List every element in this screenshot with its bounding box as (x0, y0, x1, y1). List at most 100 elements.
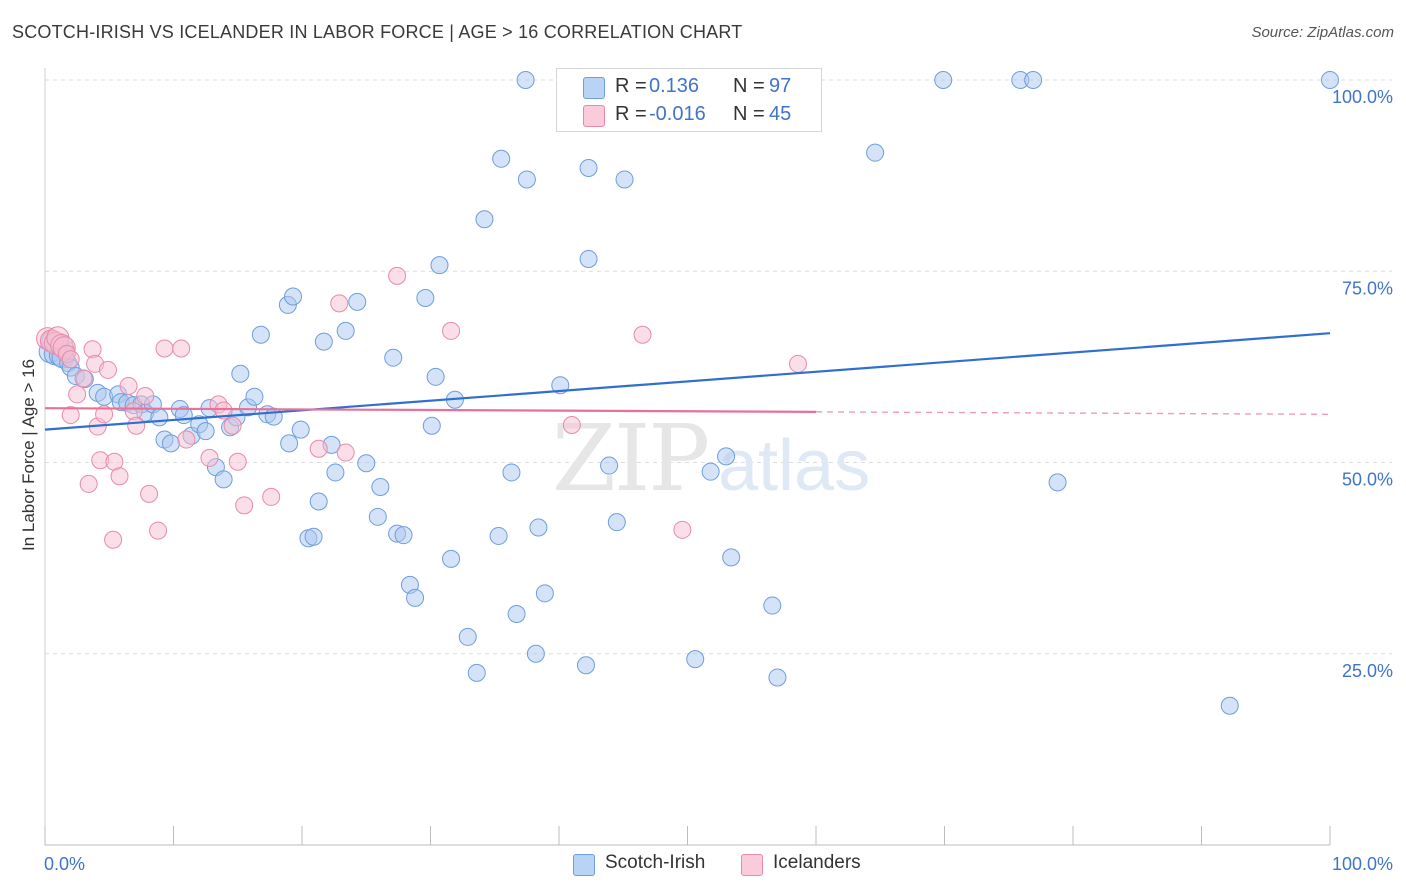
y-axis-label: In Labor Force | Age > 16 (19, 359, 38, 551)
scotch-irish-point (251, 325, 270, 344)
scotch-irish-point (607, 513, 626, 532)
scotch-irish-point (467, 663, 486, 682)
scotch-irish-point (516, 71, 535, 89)
scotch-irish-point (416, 289, 435, 308)
icelanders-point (149, 521, 168, 540)
scotch-irish-point (475, 210, 494, 229)
icelanders-point (155, 339, 174, 358)
series-icelanders-points (36, 266, 808, 549)
icelanders-point (388, 266, 407, 285)
icelanders-point (309, 439, 328, 458)
icelanders-point (262, 487, 281, 506)
scotch-irish-point (291, 420, 310, 439)
scotch-irish-point (1048, 473, 1067, 492)
scotch-irish-point (430, 256, 449, 275)
bottom-legend-label: Scotch-Irish (605, 852, 706, 873)
scotch-irish-point (406, 588, 425, 607)
icelanders-point (110, 467, 129, 486)
icelanders-point (223, 416, 242, 435)
icelanders-point (177, 430, 196, 449)
watermark-atlas: atlas (718, 426, 870, 506)
scotch-irish-point (507, 604, 526, 623)
legend-r-value: 0.136 (649, 75, 700, 97)
icelanders-point (74, 369, 93, 388)
scotch-irish-point (502, 463, 521, 482)
scotch-irish-point (196, 422, 215, 441)
scotch-irish-point (214, 470, 233, 489)
scotch-irish-point (517, 170, 536, 189)
icelanders-point (61, 350, 80, 369)
scotch-irish-point (600, 456, 619, 475)
scotch-irish-point (280, 434, 299, 453)
icelanders-point (228, 452, 247, 471)
y-tick-label: 100.0% (1332, 87, 1393, 107)
icelanders-point (172, 339, 191, 358)
scotch-irish-trend-line (44, 332, 1331, 431)
legend-n-label: N = (733, 75, 765, 97)
icelanders-point (68, 385, 87, 404)
series-scotch-irish-points (38, 71, 1339, 715)
icelanders-point (98, 360, 117, 379)
icelanders-point (119, 377, 138, 395)
icelanders-point (200, 448, 219, 467)
icelanders-point (673, 520, 692, 539)
y-tick-label: 75.0% (1342, 278, 1393, 298)
icelanders-point (127, 416, 146, 435)
icelanders-point (136, 386, 155, 405)
legend-n-value: 97 (769, 75, 792, 97)
scotch-irish-point (264, 407, 283, 426)
icelanders-point (235, 496, 254, 515)
scotch-irish-point (231, 364, 250, 383)
scotch-irish-point (768, 668, 787, 687)
scotch-irish-point (722, 548, 741, 567)
scotch-irish-point (314, 332, 333, 351)
scotch-irish-point (384, 348, 403, 367)
legend-swatch-pink (583, 105, 605, 127)
scotch-irish-point (492, 149, 511, 168)
icelanders-point (214, 401, 233, 420)
scotch-irish-point (368, 507, 387, 526)
scotch-irish-point (371, 477, 390, 496)
bottom-legend-label: Icelanders (773, 852, 861, 873)
y-tick-label: 50.0% (1342, 470, 1393, 490)
scotch-irish-point (348, 292, 367, 311)
scotch-irish-point (701, 462, 720, 481)
chart-title: SCOTCH-IRISH VS ICELANDER IN LABOR FORCE… (12, 22, 743, 42)
legend-r-label: R = (615, 103, 647, 125)
icelanders-point (789, 354, 808, 373)
icelanders-point (140, 484, 159, 503)
scotch-irish-point (304, 527, 323, 546)
legend-r-value: -0.016 (649, 103, 706, 125)
x-tick-label: 0.0% (44, 854, 85, 874)
icelanders-point (95, 405, 114, 424)
icelanders-point (104, 530, 123, 549)
trend-lines (44, 332, 1331, 431)
bottom-legend-swatch-pink (741, 854, 763, 876)
icelanders-point (79, 474, 98, 493)
scotch-irish-point (535, 584, 554, 603)
y-tick-label: 25.0% (1342, 661, 1393, 681)
scotch-irish-point (1321, 71, 1339, 89)
scotch-irish-point (394, 526, 413, 545)
scotch-irish-point (458, 627, 477, 646)
source-label: Source: ZipAtlas.com (1251, 24, 1394, 41)
correlation-legend: R = 0.136 N = 97 R = -0.016 N = 45 (556, 68, 822, 132)
scotch-irish-point (579, 158, 598, 177)
scotch-irish-point (686, 650, 705, 669)
scotch-irish-point (615, 170, 634, 189)
scotch-irish-point (763, 596, 782, 615)
tick-labels: 25.0% 50.0% 75.0% 100.0% 0.0% 100.0% (44, 87, 1393, 874)
scotch-irish-point (309, 492, 328, 511)
legend-swatch-blue (583, 77, 605, 99)
scotch-irish-point (1024, 71, 1043, 89)
scotch-irish-point (357, 454, 376, 473)
gridlines (45, 79, 1392, 655)
scotch-irish-point (442, 549, 461, 568)
legend-n-label: N = (733, 103, 765, 125)
scotch-irish-point (326, 463, 345, 482)
scotch-irish-point (336, 321, 355, 340)
icelanders-point (61, 406, 80, 425)
scotch-irish-point (161, 434, 180, 453)
scotch-irish-point (150, 408, 169, 427)
